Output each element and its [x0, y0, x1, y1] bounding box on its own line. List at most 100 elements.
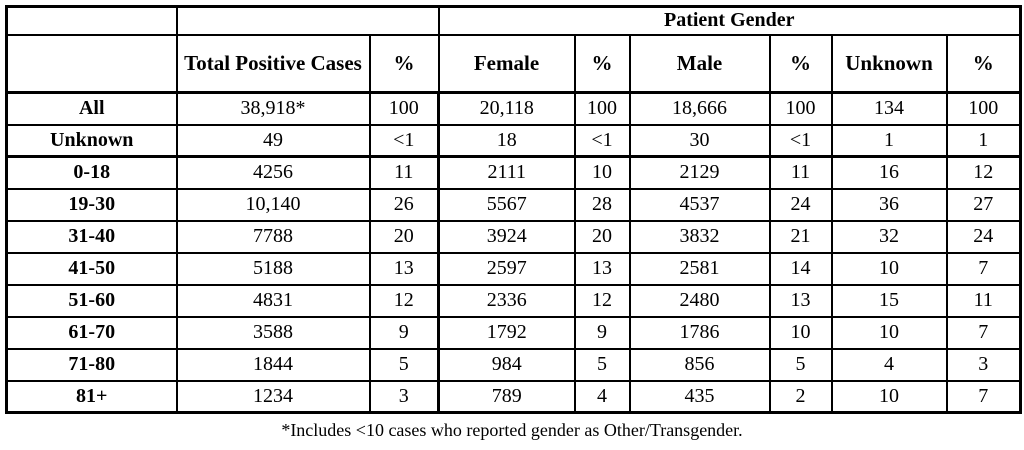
cell-value: 1 — [830, 123, 948, 158]
row-label-age-group: Unknown — [5, 123, 178, 158]
cell-value: 2480 — [628, 283, 771, 318]
row-label-age-group: 0-18 — [5, 155, 178, 190]
column-header-female: Female — [437, 33, 576, 94]
group-header-row: Patient Gender — [5, 5, 1022, 36]
cell-value: 100 — [945, 91, 1022, 126]
cell-value: 1234 — [175, 379, 371, 414]
cell-value: 1786 — [628, 315, 771, 350]
cell-value: 100 — [368, 91, 440, 126]
table-row: 31-40 7788 20 3924 20 3832 21 32 24 — [5, 219, 1022, 254]
cell-value: 7 — [945, 315, 1022, 350]
empty-corner-cell — [5, 5, 178, 36]
cell-value: 10,140 — [175, 187, 371, 222]
column-header-row: Total Positive Cases % Female % Male % U… — [5, 33, 1022, 94]
table-row: 81+ 1234 3 789 4 435 2 10 7 — [5, 379, 1022, 414]
cell-value: 20 — [368, 219, 440, 254]
cell-value: 2336 — [437, 283, 576, 318]
cell-value: 3924 — [437, 219, 576, 254]
patient-gender-table: Patient Gender Total Positive Cases % Fe… — [5, 5, 1022, 414]
cell-value: 11 — [945, 283, 1022, 318]
cell-value: 5 — [768, 347, 833, 382]
column-header-male: Male — [628, 33, 771, 94]
empty-header-cell — [175, 5, 440, 36]
cell-value: 20,118 — [437, 91, 576, 126]
cell-value: 38,918* — [175, 91, 371, 126]
cell-value: 856 — [628, 347, 771, 382]
table-row: 61-70 3588 9 1792 9 1786 10 10 7 — [5, 315, 1022, 350]
row-label-age-group: 31-40 — [5, 219, 178, 254]
cell-value: 27 — [945, 187, 1022, 222]
cell-value: 21 — [768, 219, 833, 254]
cell-value: 18,666 — [628, 91, 771, 126]
cell-value: 12 — [573, 283, 631, 318]
cell-value: 30 — [628, 123, 771, 158]
group-header-patient-gender: Patient Gender — [437, 5, 1022, 36]
cell-value: 984 — [437, 347, 576, 382]
cell-value: 9 — [368, 315, 440, 350]
cell-value: 11 — [768, 155, 833, 190]
cell-value: <1 — [573, 123, 631, 158]
column-header-empty — [5, 33, 178, 94]
cell-value: 2111 — [437, 155, 576, 190]
cell-value: 100 — [768, 91, 833, 126]
cell-value: 12 — [368, 283, 440, 318]
cell-value: 1792 — [437, 315, 576, 350]
column-header-unknown: Unknown — [830, 33, 948, 94]
table-body: All 38,918* 100 20,118 100 18,666 100 134 100 Unk… — [5, 91, 1022, 414]
cell-value: 7 — [945, 251, 1022, 286]
cell-value: 5567 — [437, 187, 576, 222]
cell-value: 3 — [945, 347, 1022, 382]
table-row: 0-18 4256 11 2111 10 2129 11 16 12 — [5, 155, 1022, 190]
cell-value: 15 — [830, 283, 948, 318]
cell-value: 4537 — [628, 187, 771, 222]
table-row: All 38,918* 100 20,118 100 18,666 100 134 100 — [5, 91, 1022, 126]
column-header-percent: % — [368, 33, 440, 94]
cell-value: 13 — [768, 283, 833, 318]
cell-value: 5 — [573, 347, 631, 382]
cell-value: 10 — [768, 315, 833, 350]
table-row: 51-60 4831 12 2336 12 2480 13 15 11 — [5, 283, 1022, 318]
table-footnote: *Includes <10 cases who reported gender … — [281, 420, 743, 440]
cell-value: 2129 — [628, 155, 771, 190]
cell-value: 16 — [830, 155, 948, 190]
cell-value: 10 — [830, 315, 948, 350]
cell-value: 32 — [830, 219, 948, 254]
cell-value: 10 — [830, 251, 948, 286]
cell-value: 5 — [368, 347, 440, 382]
table-row: 41-50 5188 13 2597 13 2581 14 10 7 — [5, 251, 1022, 286]
cell-value: 1844 — [175, 347, 371, 382]
row-label-age-group: 41-50 — [5, 251, 178, 286]
cell-value: 4256 — [175, 155, 371, 190]
cell-value: 12 — [945, 155, 1022, 190]
cell-value: 789 — [437, 379, 576, 414]
row-label-age-group: 71-80 — [5, 347, 178, 382]
cell-value: <1 — [768, 123, 833, 158]
column-header-percent: % — [573, 33, 631, 94]
cell-value: 24 — [768, 187, 833, 222]
cell-value: 13 — [573, 251, 631, 286]
cell-value: 2 — [768, 379, 833, 414]
cell-value: 3588 — [175, 315, 371, 350]
table-row: Unknown 49 <1 18 <1 30 <1 1 1 — [5, 123, 1022, 158]
row-label-age-group: 61-70 — [5, 315, 178, 350]
cell-value: <1 — [368, 123, 440, 158]
table-row: 19-30 10,140 26 5567 28 4537 24 36 27 — [5, 187, 1022, 222]
cell-value: 13 — [368, 251, 440, 286]
cell-value: 435 — [628, 379, 771, 414]
cell-value: 10 — [830, 379, 948, 414]
cell-value: 28 — [573, 187, 631, 222]
cell-value: 134 — [830, 91, 948, 126]
cell-value: 18 — [437, 123, 576, 158]
cell-value: 24 — [945, 219, 1022, 254]
column-header-percent: % — [945, 33, 1022, 94]
cell-value: 11 — [368, 155, 440, 190]
row-label-age-group: All — [5, 91, 178, 126]
cell-value: 26 — [368, 187, 440, 222]
column-header-total-positive-cases: Total Positive Cases — [175, 33, 371, 94]
cell-value: 10 — [573, 155, 631, 190]
cell-value: 49 — [175, 123, 371, 158]
cell-value: 2597 — [437, 251, 576, 286]
table-row: 71-80 1844 5 984 5 856 5 4 3 — [5, 347, 1022, 382]
row-label-age-group: 81+ — [5, 379, 178, 414]
